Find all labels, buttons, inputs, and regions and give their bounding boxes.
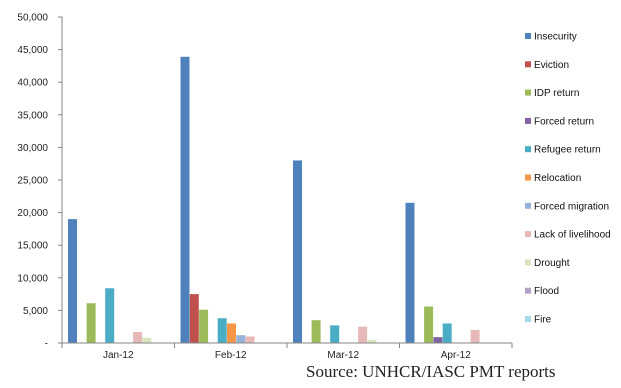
bar-insecurity <box>405 202 415 343</box>
legend-label: Forced migration <box>534 201 609 212</box>
bar-idp-return <box>86 303 96 343</box>
bar-refugee-return <box>442 323 452 343</box>
legend-swatch <box>525 89 531 96</box>
legend-swatch <box>525 61 531 68</box>
y-axis-ticks: - 5,000 10,000 15,000 20,000 25,000 30,000 35,0… <box>17 13 62 350</box>
legend-swatch <box>525 316 531 322</box>
bar-relocation <box>227 323 236 343</box>
bar-refugee-return <box>105 288 115 343</box>
bar-drought <box>367 339 377 343</box>
bar-refugee-return <box>217 318 227 343</box>
legend-swatch <box>525 146 531 153</box>
y-tick-label: 45,000 <box>17 45 48 56</box>
bar-drought <box>142 337 152 343</box>
y-tick-label: 15,000 <box>17 241 48 252</box>
legend-label: Insecurity <box>534 32 577 43</box>
legend-label: IDP return <box>534 88 579 99</box>
legend-swatch <box>525 117 531 124</box>
legend-label: Drought <box>534 258 570 269</box>
legend-swatch <box>525 174 531 181</box>
bar-insecurity <box>68 219 77 343</box>
x-tick-label: Apr-12 <box>441 350 471 361</box>
legend-label: Eviction <box>534 60 569 71</box>
y-tick-label: 10,000 <box>17 273 48 284</box>
bar-lack-of-livelihood <box>358 326 368 343</box>
bar-lack-of-livelihood <box>133 331 143 343</box>
bar-eviction <box>189 294 199 343</box>
y-tick-label: 35,000 <box>17 110 48 121</box>
bar-idp-return <box>424 306 434 343</box>
y-tick-label: 20,000 <box>17 208 48 219</box>
source-note: Source: UNHCR/IASC PMT reports <box>306 362 556 381</box>
bar-refugee-return <box>330 325 340 343</box>
legend-label: Forced return <box>534 116 594 127</box>
y-tick-label: 25,000 <box>17 176 48 187</box>
x-tick-label: Feb-12 <box>215 350 247 361</box>
legend-swatch <box>525 231 531 238</box>
bar-idp-return <box>199 309 209 343</box>
bar-lack-of-livelihood <box>470 329 480 343</box>
bar-lack-of-livelihood <box>245 336 255 343</box>
y-tick-label: - <box>45 339 48 350</box>
legend: Insecurity Eviction IDP return Forced retur… <box>525 32 611 326</box>
legend-swatch <box>525 33 531 39</box>
legend-label: Lack of livelihood <box>534 230 611 241</box>
bars <box>68 56 480 344</box>
y-tick-label: 50,000 <box>17 13 48 24</box>
bar-insecurity <box>293 160 302 343</box>
bar-idp-return <box>311 320 321 343</box>
legend-swatch <box>525 202 531 209</box>
legend-label: Flood <box>534 286 559 297</box>
x-tick-label: Jan-12 <box>103 350 134 361</box>
y-tick-label: 30,000 <box>17 143 48 154</box>
y-tick-label: 5,000 <box>23 306 48 317</box>
y-tick-label: 40,000 <box>17 78 48 89</box>
legend-label: Relocation <box>534 173 581 184</box>
legend-label: Fire <box>534 315 552 326</box>
x-axis-ticks: Jan-12 Feb-12 Mar-12 Apr-12 <box>61 343 513 361</box>
legend-swatch <box>525 259 531 266</box>
bar-insecurity <box>180 56 190 344</box>
legend-swatch <box>525 287 531 294</box>
x-tick-label: Mar-12 <box>327 350 359 361</box>
bar-forced-migration <box>236 335 246 343</box>
bar-forced-return <box>433 337 443 343</box>
axes <box>61 17 512 344</box>
legend-label: Refugee return <box>534 145 601 156</box>
